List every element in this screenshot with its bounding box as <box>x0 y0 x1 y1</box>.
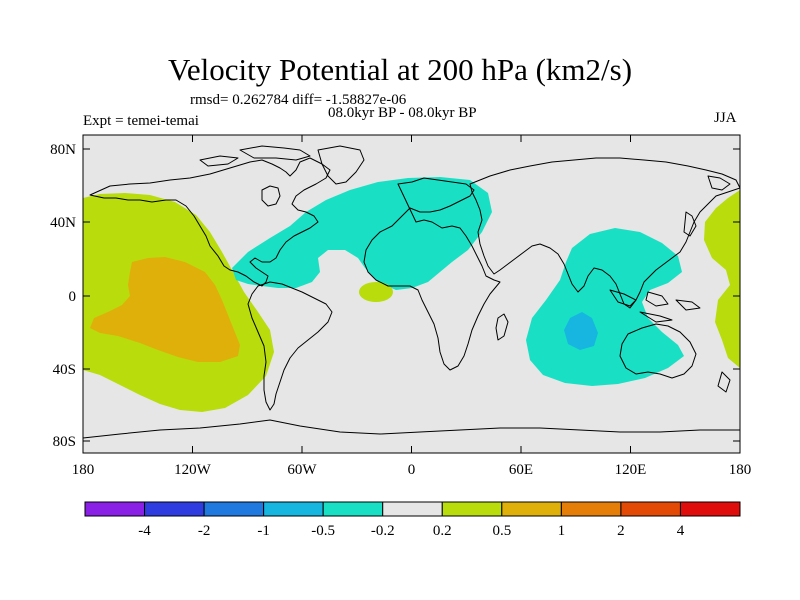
colorbar-box <box>679 501 741 517</box>
colorbar-box <box>144 501 205 517</box>
colorbar-box <box>382 501 443 517</box>
indian-ocean-core-region <box>564 312 598 350</box>
colorbar-box <box>203 501 265 517</box>
west-pacific-positive-region <box>704 190 740 368</box>
colorbar-box <box>441 501 503 517</box>
x-tick-label: 0 <box>408 462 416 478</box>
colorbar-label: 0.5 <box>492 523 511 539</box>
pacific-strong-positive-region <box>90 257 240 362</box>
colorbar-label: 2 <box>617 523 625 539</box>
colorbar-box <box>560 501 622 517</box>
x-tick-label: 60E <box>509 462 533 478</box>
colorbar-label: -1 <box>257 523 270 539</box>
colorbar-box <box>263 501 324 517</box>
x-tick-label: 180 <box>729 462 752 478</box>
colorbar-label: 4 <box>677 523 685 539</box>
coastline <box>83 145 740 439</box>
gulf-of-guinea-positive-region <box>359 282 393 302</box>
x-tick-label: 120W <box>174 462 212 478</box>
colorbar-label: -4 <box>138 523 151 539</box>
colorbar-box <box>322 501 384 517</box>
period-label: 08.0kyr BP - 08.0kyr BP <box>328 105 477 121</box>
x-tick-label: 120E <box>615 462 647 478</box>
map-title: Velocity Potential at 200 hPa (km2/s) <box>167 52 633 87</box>
colorbar: -4 -2 -1 -0.5 -0.2 0.2 0.5 1 2 4 <box>84 501 741 539</box>
x-tick-label: 60W <box>287 462 317 478</box>
atlantic-negative-region <box>232 177 492 290</box>
season-label: JJA <box>714 110 737 126</box>
colorbar-label: 0.2 <box>433 523 452 539</box>
y-tick-label: 80N <box>50 142 76 158</box>
experiment-label: Expt = temei-temai <box>83 113 199 129</box>
colorbar-label: -2 <box>198 523 211 539</box>
colorbar-box <box>620 501 681 517</box>
y-tick-label: 40S <box>53 362 76 378</box>
colorbar-label: -0.5 <box>311 523 335 539</box>
axis-ticks: 80N 40N 0 40S 80S 180 120W 60W 0 60E 120E 180 <box>50 135 751 478</box>
y-tick-label: 40N <box>50 215 76 231</box>
y-tick-label: 0 <box>69 289 77 305</box>
contour-fields <box>83 145 740 439</box>
colorbar-box <box>501 501 562 517</box>
colorbar-box <box>84 501 146 517</box>
x-tick-label: 180 <box>72 462 95 478</box>
stats-label: rmsd= 0.262784 diff= -1.58827e-06 <box>190 92 407 108</box>
colorbar-label: 1 <box>558 523 566 539</box>
colorbar-label: -0.2 <box>371 523 395 539</box>
y-tick-label: 80S <box>53 434 76 450</box>
